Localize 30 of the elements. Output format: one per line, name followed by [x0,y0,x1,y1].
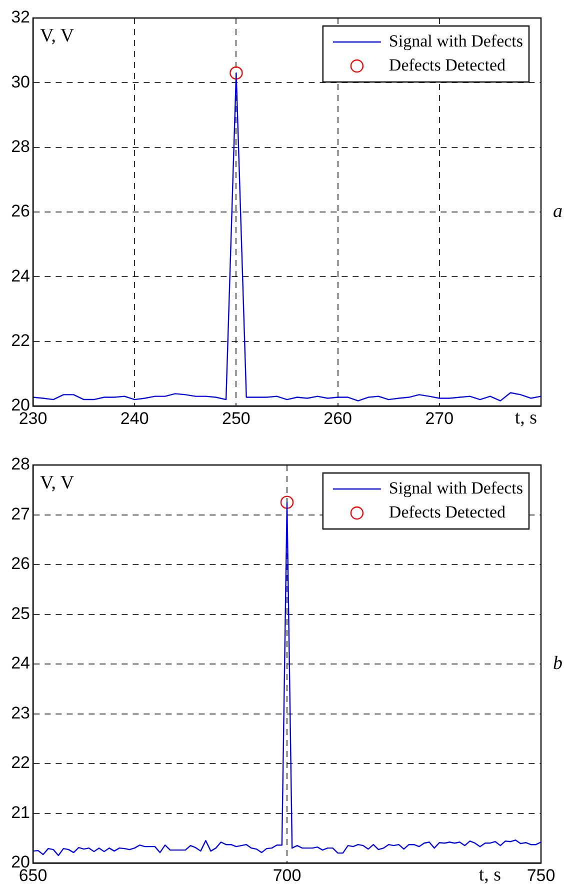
y-tick-label: 30 [11,72,30,92]
x-axis-title: t, s [514,407,537,428]
legend-label: Signal with Defects [388,478,524,498]
y-axis-title: V, V [40,472,74,494]
x-tick-label: 240 [120,408,149,428]
y-tick-label: 26 [11,554,30,574]
text: a [553,201,562,222]
y-tick-label: 32 [11,8,30,27]
y-tick-label: 23 [11,703,30,722]
x-axis-title: t, s [478,864,501,886]
y-tick-label: 28 [11,454,30,474]
x-tick-label: 270 [425,408,454,428]
y-tick-label: 21 [11,802,30,822]
legend-label: Signal with Defects [388,31,524,50]
y-tick-label: 28 [11,137,30,156]
x-tick-label: 700 [272,866,302,885]
legend-label: Defects Detected [388,502,506,522]
y-tick-label: 22 [11,753,30,772]
x-tick-label: 260 [324,408,352,428]
y-tick-label: 27 [11,504,30,524]
y-tick-label: 26 [11,202,30,221]
legend-label: Defects Detected [388,55,506,74]
text: b [553,653,562,674]
y-tick-label: 24 [11,266,30,286]
y-tick-label: 25 [11,604,30,623]
x-tick-label: 750 [526,866,556,885]
y-tick-label: 24 [11,654,30,673]
x-tick-label: 250 [222,408,250,428]
y-axis-title: V, V [40,25,74,46]
y-tick-label: 22 [11,331,30,350]
